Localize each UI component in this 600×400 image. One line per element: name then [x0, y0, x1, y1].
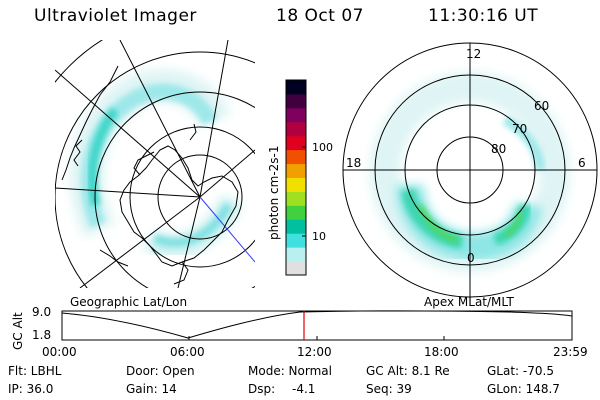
glon-info: GLon: 148.7	[487, 382, 560, 396]
colorbar-unit-label: photon cm-2s-1	[267, 146, 281, 241]
colorbar-tick-100: 100	[312, 141, 333, 154]
mlt-label-12: 12	[466, 47, 481, 61]
altitude-strip: GC Alt	[11, 310, 573, 350]
mlt-label-0: 0	[467, 251, 475, 265]
colorbar-cell	[286, 107, 306, 123]
gain-info: Gain: 14	[126, 382, 177, 396]
filter-info: Flt: LBHL	[8, 364, 62, 378]
altitude-curve	[61, 310, 573, 339]
ip-info: IP: 36.0	[8, 382, 54, 396]
colorbar-cell	[286, 177, 306, 192]
colorbar: 100 10 photon cm-2s-1	[267, 79, 333, 276]
mlt-label-6: 6	[578, 156, 586, 170]
geographic-map-panel	[55, 40, 255, 288]
colorbar-cell	[286, 163, 306, 178]
door-info: Door: Open	[126, 364, 195, 378]
seq-info: Seq: 39	[366, 382, 412, 396]
glat-info: GLat: -70.5	[487, 364, 554, 378]
time-tick-1800: 18:00	[424, 345, 459, 359]
time-tick-2359: 23:59	[553, 345, 588, 359]
altitude-ytick-1-8: 1.8	[32, 328, 52, 342]
lat-label-70: 70	[512, 122, 527, 136]
colorbar-cell	[286, 205, 306, 220]
colorbar-cell	[286, 233, 306, 248]
time-tick-0000: 00:00	[42, 345, 77, 359]
time-tick-0600: 06:00	[170, 345, 205, 359]
colorbar-cell	[286, 93, 306, 109]
observation-date: 18 Oct 07	[276, 6, 364, 26]
geo-meridians	[55, 40, 255, 288]
mlt-label-18: 18	[346, 156, 361, 170]
geo-aurora-emission	[69, 69, 243, 257]
lat-label-80: 80	[491, 142, 506, 156]
geo-terminator-line	[199, 196, 255, 263]
colorbar-cell	[286, 247, 306, 262]
lat-label-60: 60	[534, 99, 549, 113]
colorbar-cells	[286, 80, 306, 276]
geo-coastlines	[61, 65, 239, 285]
left-panel-caption: Geographic Lat/Lon	[70, 295, 188, 309]
altitude-ytick-9: 9.0	[32, 305, 52, 319]
geo-latitude-circles	[55, 40, 255, 288]
observation-time: 11:30:16 UT	[428, 6, 539, 26]
mode-info: Mode: Normal	[248, 364, 332, 378]
polar-mlt-axes	[343, 43, 597, 297]
gc-alt-info: GC Alt: 8.1 Re	[366, 364, 450, 378]
colorbar-cell	[286, 219, 306, 234]
colorbar-tick-10: 10	[312, 230, 326, 243]
colorbar-cell	[286, 191, 306, 206]
colorbar-cell	[286, 121, 306, 137]
colorbar-cell	[286, 80, 306, 95]
dsp-value: -4.1	[292, 382, 316, 396]
colorbar-cell	[286, 261, 306, 276]
polar-mlt-panel: 12 18 6 0 60 70 80	[342, 42, 598, 298]
altitude-axis-label: GC Alt	[11, 312, 25, 350]
instrument-title: Ultraviolet Imager	[34, 6, 197, 26]
colorbar-cell	[286, 135, 306, 151]
colorbar-cell	[286, 149, 306, 165]
dsp-label: Dsp:	[248, 382, 276, 396]
right-panel-caption: Apex MLat/MLT	[424, 295, 514, 309]
time-tick-1200: 12:00	[297, 345, 332, 359]
